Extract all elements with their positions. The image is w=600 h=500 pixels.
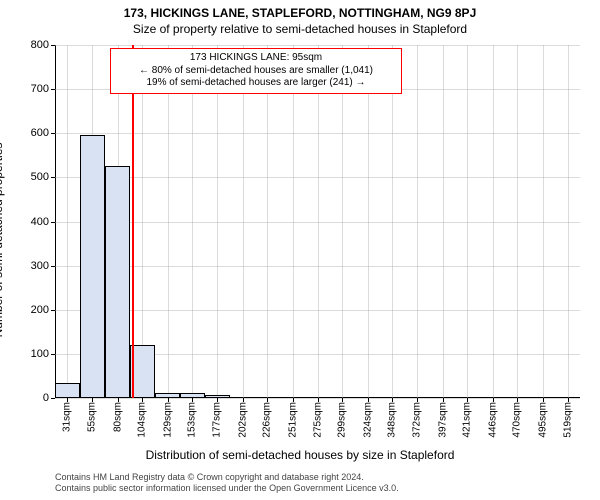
credits-line-2: Contains public sector information licen… <box>55 483 580 494</box>
credits-line-1: Contains HM Land Registry data © Crown c… <box>55 472 580 483</box>
ytick-label: 500 <box>31 171 49 183</box>
ytick-mark <box>51 398 55 399</box>
xtick-label: 202sqm <box>237 402 248 438</box>
annotation-line: 19% of semi-detached houses are larger (… <box>119 77 393 90</box>
histogram-bar <box>55 383 80 398</box>
ytick-label: 600 <box>31 127 49 139</box>
xtick-label: 348sqm <box>387 402 398 438</box>
annotation-line: ← 80% of semi-detached houses are smalle… <box>119 65 393 78</box>
plot-area: 010020030040050060070080031sqm55sqm80sqm… <box>55 45 580 398</box>
xtick-label: 495sqm <box>538 402 549 438</box>
histogram-bar <box>180 393 205 398</box>
ytick-label: 400 <box>31 216 49 228</box>
ytick-label: 800 <box>31 39 49 51</box>
ytick-label: 200 <box>31 304 49 316</box>
page-title: 173, HICKINGS LANE, STAPLEFORD, NOTTINGH… <box>0 6 600 20</box>
ytick-label: 0 <box>43 392 49 404</box>
xtick-label: 299sqm <box>337 402 348 438</box>
x-axis-title: Distribution of semi-detached houses by … <box>0 448 600 462</box>
xtick-label: 55sqm <box>86 402 97 432</box>
xtick-label: 372sqm <box>411 402 422 438</box>
xtick-label: 470sqm <box>512 402 523 438</box>
xtick-label: 129sqm <box>162 402 173 438</box>
xtick-label: 31sqm <box>62 402 73 432</box>
xtick-label: 446sqm <box>487 402 498 438</box>
histogram-bar <box>205 395 230 398</box>
xtick-label: 80sqm <box>112 402 123 432</box>
xtick-label: 397sqm <box>437 402 448 438</box>
credits: Contains HM Land Registry data © Crown c… <box>55 472 580 494</box>
xtick-label: 421sqm <box>462 402 473 438</box>
y-axis-label: Number of semi-detached properties <box>0 143 5 338</box>
xtick-label: 324sqm <box>362 402 373 438</box>
ytick-label: 300 <box>31 260 49 272</box>
histogram-bar <box>105 166 130 398</box>
xtick-label: 177sqm <box>212 402 223 438</box>
xtick-label: 519sqm <box>562 402 573 438</box>
ytick-label: 700 <box>31 83 49 95</box>
annotation-box: 173 HICKINGS LANE: 95sqm← 80% of semi-de… <box>110 48 402 94</box>
chart-root: 173, HICKINGS LANE, STAPLEFORD, NOTTINGH… <box>0 0 600 500</box>
xtick-label: 153sqm <box>187 402 198 438</box>
histogram-bar <box>155 393 180 398</box>
histogram-bar <box>80 135 105 398</box>
xtick-label: 226sqm <box>262 402 273 438</box>
xtick-label: 275sqm <box>312 402 323 438</box>
marker-line <box>132 45 134 398</box>
xtick-label: 104sqm <box>137 402 148 438</box>
page-subtitle: Size of property relative to semi-detach… <box>0 22 600 36</box>
xtick-label: 251sqm <box>287 402 298 438</box>
annotation-line: 173 HICKINGS LANE: 95sqm <box>119 52 393 65</box>
ytick-label: 100 <box>31 348 49 360</box>
